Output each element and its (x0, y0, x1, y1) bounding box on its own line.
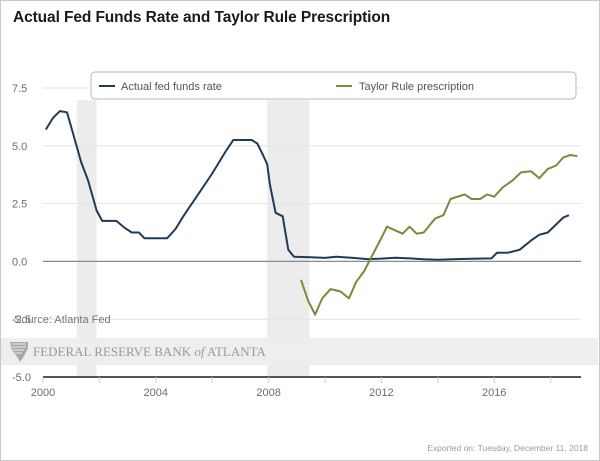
watermark-band (1, 338, 598, 365)
x-tick-label: 2008 (256, 387, 280, 399)
x-tick-label: 2000 (31, 387, 55, 399)
y-tick-label: 0.0 (12, 256, 27, 268)
watermark-text-end: ATLANTA (204, 344, 266, 359)
y-tick-label: 5.0 (12, 141, 27, 153)
atlanta-fed-logo-icon (10, 342, 28, 362)
legend-label-taylor-rule: Taylor Rule prescription (359, 81, 474, 93)
y-tick-label: -5.0 (12, 372, 31, 384)
x-tick-label: 2016 (482, 387, 506, 399)
x-axis: 2000 2004 2008 2012 2016 (31, 376, 581, 399)
series-lines (44, 110, 578, 316)
svg-text:FEDERAL RESERVE BANK of ATLANT: FEDERAL RESERVE BANK of ATLANTA (33, 344, 267, 359)
y-tick-label: 7.5 (12, 83, 27, 95)
watermark-text-main: FEDERAL RESERVE BANK (33, 344, 194, 359)
recession-band-2 (267, 100, 310, 377)
source-note: Source: Atlanta Fed (14, 314, 111, 326)
x-tick-label: 2012 (369, 387, 393, 399)
recession-band-1 (76, 100, 97, 377)
y-tick-label: -2.5 (12, 314, 31, 326)
grid-lines (43, 87, 581, 320)
recession-bands (76, 100, 310, 377)
legend-box (90, 71, 577, 100)
y-tick-label: 2.5 (12, 199, 27, 211)
series-line-fed-funds (44, 110, 570, 261)
y-axis-ticks: -5.0 -2.5 0.0 2.5 5.0 7.5 (12, 83, 31, 384)
x-tick-label: 2004 (144, 387, 168, 399)
exported-on: Exported on: Tuesday, December 11, 2018 (427, 443, 588, 453)
series-line-taylor-rule (300, 154, 578, 316)
legend-label-fed-funds: Actual fed funds rate (121, 81, 222, 93)
chart-title: Actual Fed Funds Rate and Taylor Rule Pr… (13, 9, 391, 26)
legend: Actual fed funds rate Taylor Rule prescr… (90, 71, 577, 100)
watermark: FEDERAL RESERVE BANK of ATLANTA (10, 342, 267, 362)
watermark-text-of: of (194, 344, 207, 359)
